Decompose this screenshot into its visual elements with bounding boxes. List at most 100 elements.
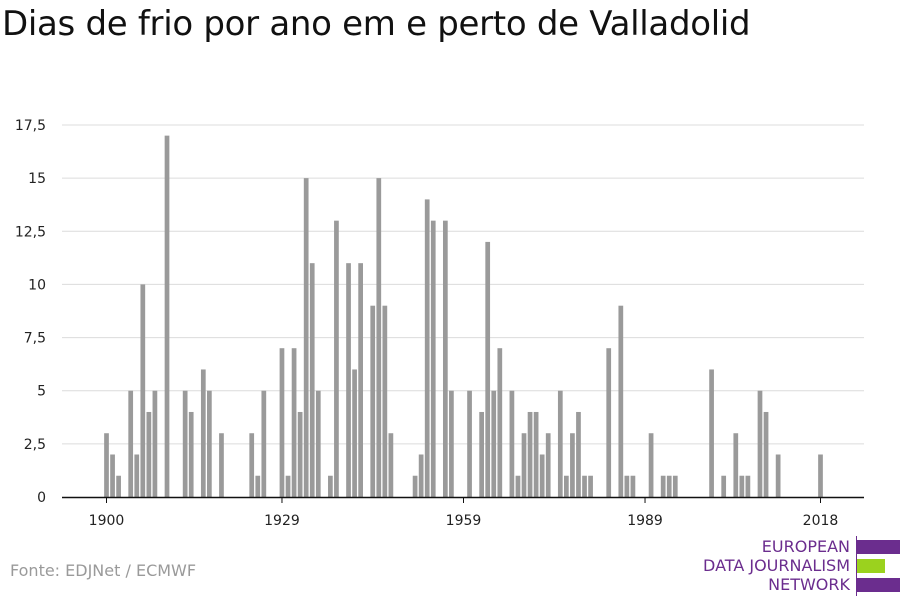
bar-1987 [630, 475, 636, 497]
bar-1913 [182, 390, 188, 497]
bar-1940 [346, 263, 351, 497]
bar-1947 [388, 433, 394, 497]
bar-1929 [279, 348, 285, 497]
bar-1977 [570, 433, 575, 497]
bar-1916 [200, 369, 206, 497]
bar-1963 [485, 241, 491, 497]
bar-1951 [412, 475, 418, 497]
bar-1965 [497, 348, 503, 497]
bar-1904 [128, 390, 134, 497]
bar-1968 [515, 475, 521, 497]
bar-1993 [666, 475, 672, 497]
bar-1935 [315, 390, 321, 497]
bar-2009 [763, 411, 769, 497]
bar-2006 [745, 475, 751, 497]
y-tick-label: 2,5 [24, 437, 46, 453]
bar-2011 [775, 454, 781, 497]
bar-1985 [618, 305, 624, 497]
bar-1954 [430, 220, 436, 497]
bar-1979 [582, 475, 587, 497]
x-tick-label: 1989 [627, 513, 663, 529]
bar-1990 [648, 433, 654, 497]
gridlines [62, 124, 864, 445]
bar-1975 [557, 390, 563, 497]
bar-1969 [521, 433, 527, 497]
x-tick-label: 2018 [803, 513, 839, 529]
bar-1946 [382, 305, 388, 497]
bar-1944 [370, 305, 376, 497]
bar-2004 [733, 433, 739, 497]
bar-1986 [624, 475, 630, 497]
bar-2000 [709, 369, 714, 497]
bar-1917 [207, 390, 212, 497]
bar-2005 [739, 475, 745, 497]
y-tick-label: 7,5 [24, 331, 46, 347]
x-axis: 1900 1929 1959 1989 2018 [62, 496, 864, 529]
bar-1971 [533, 411, 539, 497]
x-tick-label: 1929 [264, 513, 300, 529]
bar-1942 [358, 263, 363, 497]
bar-1919 [219, 433, 224, 497]
bar-1925 [255, 475, 261, 497]
bar-1972 [539, 454, 545, 497]
bar-1945 [376, 178, 382, 497]
bar-1932 [297, 411, 303, 497]
bar-1906 [140, 284, 146, 497]
bar-1980 [588, 475, 593, 497]
bar-1983 [606, 348, 612, 497]
bar-1941 [352, 369, 357, 497]
y-tick-label: 17,5 [15, 118, 46, 134]
y-tick-label: 0 [37, 490, 46, 506]
logo-bar-top [857, 540, 900, 554]
bar-1964 [491, 390, 497, 497]
bar-1973 [545, 433, 551, 497]
y-tick-label: 10 [28, 277, 46, 293]
bar-1976 [564, 475, 569, 497]
bar-1908 [152, 390, 158, 497]
bar-1960 [467, 390, 472, 497]
bar-1931 [291, 348, 297, 497]
logo-text-line-1: EUROPEAN [761, 537, 850, 556]
bar-1934 [309, 263, 315, 497]
logo-bar-middle [857, 559, 885, 573]
y-axis-tick-labels: 0 2,5 5 7,5 10 12,5 15 17,5 [15, 118, 46, 506]
bar-1905 [134, 454, 140, 497]
bar-1900 [104, 433, 109, 497]
edjnet-logo: EUROPEAN DATA JOURNALISM NETWORK [700, 536, 900, 596]
bar-1938 [334, 220, 339, 497]
bar-1956 [442, 220, 448, 497]
y-tick-label: 5 [37, 384, 46, 400]
bar-1901 [110, 454, 115, 497]
y-tick-label: 15 [28, 171, 46, 187]
bar-2002 [721, 475, 727, 497]
x-tick-label: 1900 [89, 513, 125, 529]
bar-1907 [146, 411, 152, 497]
bar-1957 [449, 390, 454, 497]
bar-1910 [164, 135, 170, 497]
y-tick-label: 12,5 [15, 224, 46, 240]
bar-1926 [261, 390, 267, 497]
bar-1967 [509, 390, 515, 497]
logo-bar-bottom [857, 578, 900, 592]
bar-2018 [818, 454, 823, 497]
logo-divider [856, 536, 857, 596]
bar-1933 [303, 178, 309, 497]
chart-title: Dias de frio por ano em e perto de Valla… [2, 4, 751, 44]
bar-1953 [424, 199, 430, 497]
bar-1924 [249, 433, 255, 497]
bar-1994 [672, 475, 678, 497]
bar-1914 [188, 411, 194, 497]
x-tick-label: 1959 [446, 513, 482, 529]
source-note: Fonte: EDJNet / ECMWF [10, 561, 197, 580]
bar-1962 [479, 411, 485, 497]
logo-text-line-2: DATA JOURNALISM [703, 556, 850, 575]
bar-1937 [328, 475, 333, 497]
bar-1952 [418, 454, 424, 497]
bar-1978 [576, 411, 581, 497]
bar-1970 [527, 411, 533, 497]
bar-1992 [660, 475, 666, 497]
bar-2008 [757, 390, 763, 497]
bar-series [104, 135, 823, 497]
bar-1930 [285, 475, 291, 497]
